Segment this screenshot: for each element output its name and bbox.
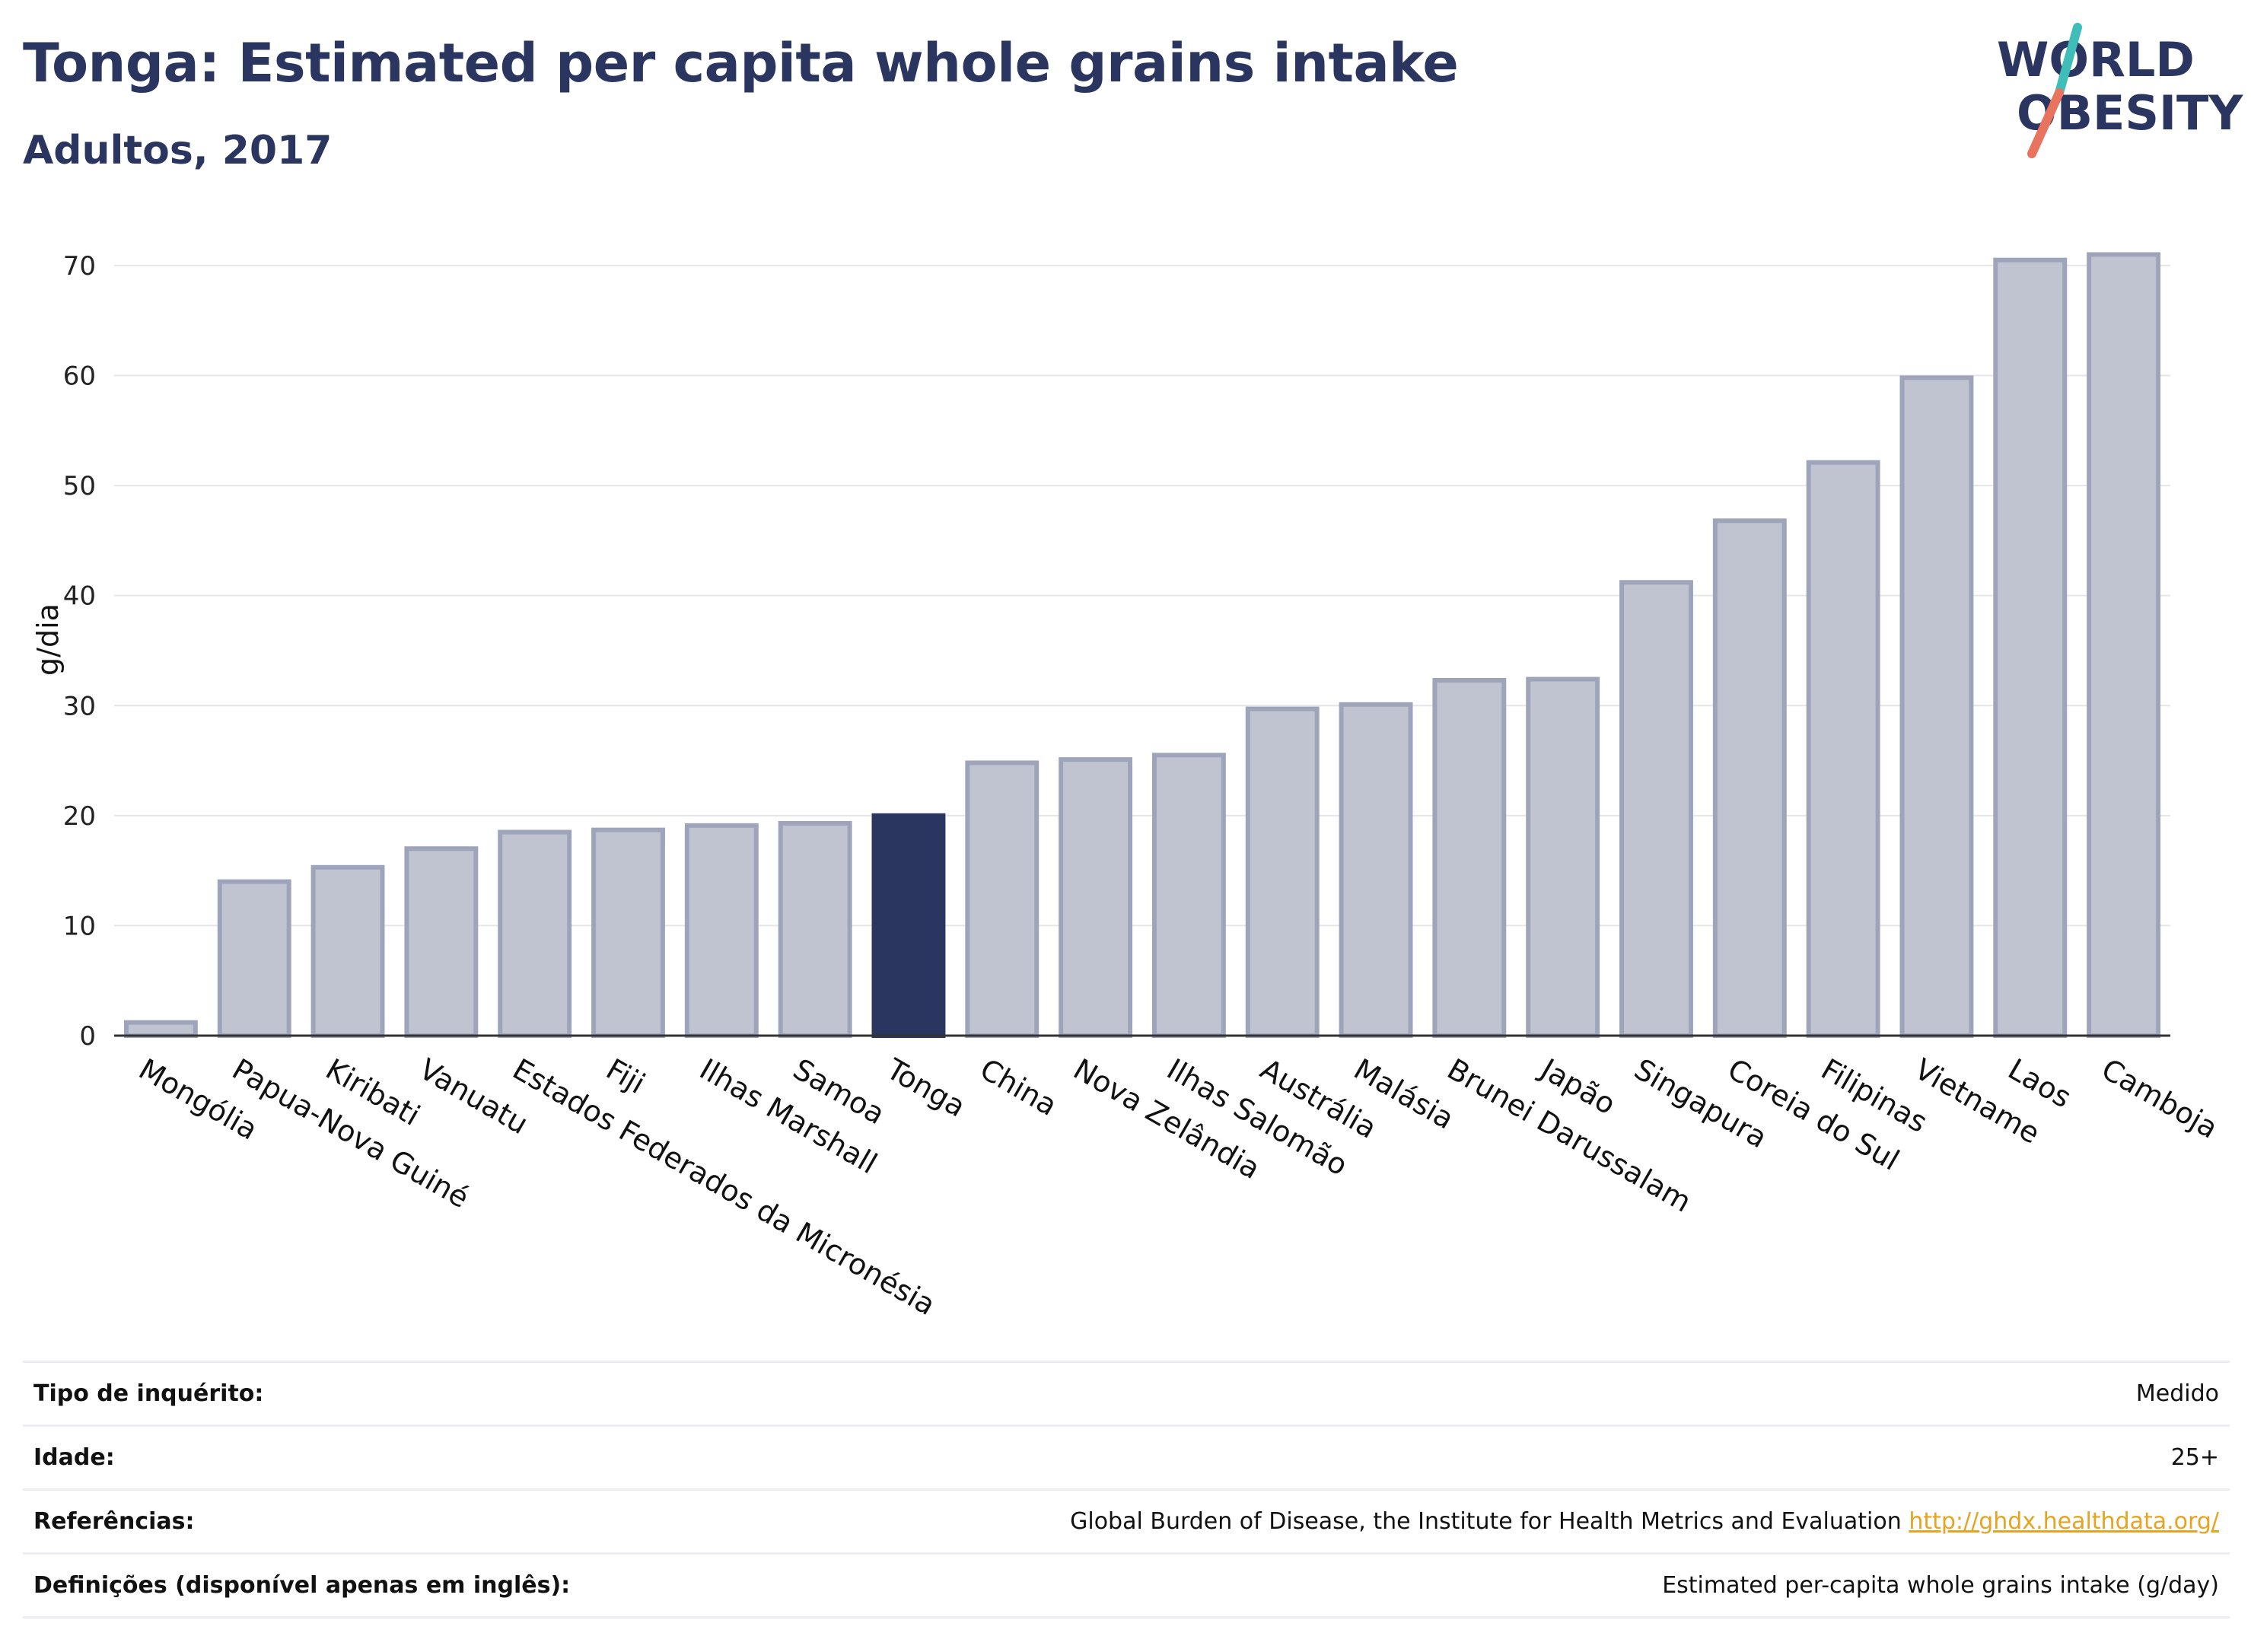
reference-text: Global Burden of Disease, the Institute … — [1070, 1508, 1902, 1535]
x-tick-label: Camboja — [2096, 1052, 2224, 1145]
info-label-references: Referências: — [23, 1488, 736, 1554]
logo-slash-teal — [2055, 23, 2082, 97]
x-tick-label: Tonga — [880, 1052, 971, 1123]
info-label-age: Idade: — [23, 1424, 736, 1490]
bar — [123, 1020, 198, 1039]
bar — [1899, 375, 1974, 1038]
info-row-age: Idade: 25+ — [23, 1424, 2230, 1490]
bar — [965, 760, 1040, 1039]
info-row-references: Referências: Global Burden of Disease, t… — [23, 1488, 2230, 1554]
bar — [591, 827, 665, 1038]
logo-slash-coral — [2027, 88, 2064, 158]
bar — [2087, 252, 2161, 1038]
info-value-definitions: Estimated per-capita whole grains intake… — [735, 1552, 2230, 1619]
bar — [498, 829, 572, 1039]
bar — [1151, 753, 1226, 1038]
y-tick-label: 70 — [63, 251, 96, 282]
chart-title: Tonga: Estimated per capita whole grains… — [23, 32, 1459, 94]
y-tick-label: 20 — [63, 801, 96, 832]
bar — [1339, 702, 1413, 1038]
bar — [404, 846, 479, 1039]
bar — [1059, 757, 1133, 1038]
y-tick-label: 40 — [63, 581, 96, 612]
y-tick-label: 0 — [79, 1021, 96, 1052]
bar — [1993, 257, 2068, 1038]
info-value-age: 25+ — [735, 1424, 2230, 1490]
info-label-definitions: Definições (disponível apenas em inglês)… — [23, 1552, 736, 1619]
info-value-survey-type: Medido — [735, 1361, 2230, 1426]
y-tick-label: 30 — [63, 691, 96, 721]
bar — [684, 823, 759, 1038]
bar — [1432, 677, 1507, 1039]
reference-link[interactable]: http://ghdx.healthdata.org/ — [1909, 1508, 2219, 1535]
info-table: Tipo de inquérito: Medido Idade: 25+ Ref… — [23, 1361, 2230, 1619]
world-obesity-logo: WORLD OBESITY — [1997, 23, 2243, 158]
bar — [1619, 580, 1693, 1038]
y-tick-label: 50 — [63, 471, 96, 501]
bar — [871, 813, 946, 1039]
info-label-survey-type: Tipo de inquérito: — [23, 1361, 736, 1426]
bar — [217, 879, 291, 1039]
info-row-definitions: Definições (disponível apenas em inglês)… — [23, 1552, 2230, 1619]
bar — [1526, 676, 1600, 1038]
x-tick-label: China — [974, 1052, 1062, 1122]
info-row-survey-type: Tipo de inquérito: Medido — [23, 1361, 2230, 1426]
bar — [1806, 460, 1880, 1038]
logo-text-world: WORLD — [1997, 32, 2195, 88]
y-tick-label: 60 — [63, 361, 96, 392]
y-axis-title: g/dia — [31, 603, 65, 676]
bar — [1712, 518, 1787, 1038]
x-tick-label: Fiji — [600, 1052, 651, 1100]
chart-subtitle: Adultos, 2017 — [23, 128, 333, 173]
bar — [310, 864, 385, 1038]
y-tick-label: 10 — [63, 911, 96, 941]
bar — [1245, 706, 1320, 1039]
info-value-references: Global Burden of Disease, the Institute … — [735, 1488, 2230, 1554]
bar — [778, 820, 852, 1039]
